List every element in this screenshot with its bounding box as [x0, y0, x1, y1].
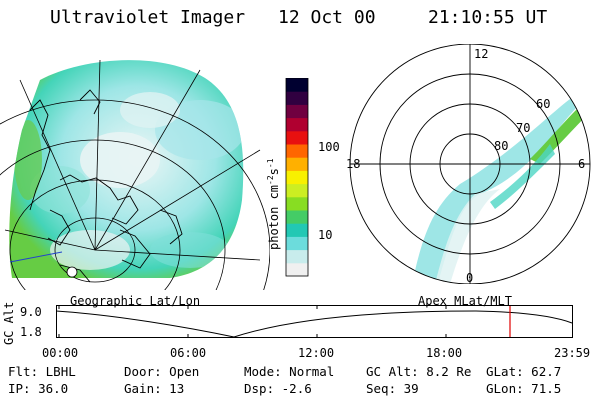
glat-value: 62.7	[531, 364, 562, 379]
colorbar	[285, 78, 309, 277]
coastline-outlines	[29, 89, 183, 283]
dsp-value: -2.6	[281, 381, 312, 396]
dsp-field: Dsp: -2.6	[244, 381, 312, 396]
altitude-xtick-0000: 00:00	[42, 346, 79, 360]
colorbar-stripe	[286, 144, 308, 158]
geo-panel-caption: Geographic Lat/Lon	[70, 294, 201, 308]
colorbar-label-exp: -2	[266, 175, 275, 185]
gc-alt-label: GC Alt:	[366, 364, 419, 379]
mlt-label-12: 12	[474, 47, 488, 61]
glon-value: 71.5	[531, 381, 562, 396]
gain-label: Gain:	[124, 381, 162, 396]
seq-field: Seq: 39	[366, 381, 419, 396]
colorbar-stripe	[286, 210, 308, 224]
altitude-xtick-2359: 23:59	[554, 346, 591, 360]
gc-alt-value: 8.2 Re	[426, 364, 472, 379]
gain-value: 13	[169, 381, 185, 396]
colorbar-stripe	[286, 104, 308, 119]
colorbar-stripe	[286, 196, 308, 211]
mode-field: Mode: Normal	[244, 364, 334, 379]
colorbar-label-unit: s	[267, 168, 281, 176]
altitude-ylabel: GC Alt	[2, 301, 16, 345]
mlat-label-60: 60	[536, 97, 550, 111]
altitude-plot-frame	[56, 305, 573, 338]
ip-label: IP:	[8, 381, 31, 396]
colorbar-gradient	[286, 78, 308, 277]
colorbar-tick-10: 10	[318, 228, 333, 242]
altitude-xtick-0600: 06:00	[170, 346, 207, 360]
colorbar-stripe	[286, 91, 308, 105]
colorbar-stripe	[286, 170, 308, 185]
glat-label: GLat:	[486, 364, 524, 379]
colorbar-stripe	[286, 130, 308, 145]
time-label: 21:10:55 UT	[428, 7, 548, 28]
colorbar-stripe	[286, 78, 308, 92]
colorbar-stripe	[286, 223, 308, 237]
dsp-label: Dsp:	[244, 381, 275, 396]
geo-emission-map	[9, 60, 244, 279]
flt-field: Flt: LBHL	[8, 364, 76, 379]
instrument-title: Ultraviolet Imager	[50, 7, 246, 28]
mlat-label-70: 70	[516, 121, 530, 135]
colorbar-label: photon cm-2s-1	[266, 158, 281, 250]
geo-track-line	[9, 251, 63, 263]
colorbar-stripe	[286, 236, 308, 251]
altitude-xtick-1200: 12:00	[298, 346, 335, 360]
colorbar-label-base: photon cm	[267, 184, 281, 250]
flt-value: LBHL	[45, 364, 76, 379]
glon-label: GLon:	[486, 381, 524, 396]
colorbar-stripe	[286, 117, 308, 132]
altitude-plot	[56, 305, 573, 338]
altitude-curve	[56, 310, 573, 338]
geographic-image-panel	[0, 59, 270, 290]
glon-field: GLon: 71.5	[486, 381, 561, 396]
door-label: Door:	[124, 364, 162, 379]
polar-mlat-mlt-plot: 12 18 6 0 60 70 80	[346, 44, 591, 284]
colorbar-stripe	[286, 183, 308, 198]
colorbar-stripe	[286, 157, 308, 171]
mlt-label-18: 18	[346, 157, 360, 171]
altitude-ytick-bottom: 1.8	[20, 325, 42, 339]
geo-grid	[0, 59, 270, 290]
door-field: Door: Open	[124, 364, 199, 379]
colorbar-label-unit-exp: -1	[266, 158, 275, 169]
polar-grid	[349, 44, 591, 284]
mlat-label-80: 80	[494, 139, 508, 153]
ip-value: 36.0	[38, 381, 69, 396]
seq-label: Seq:	[366, 381, 397, 396]
colorbar-stripe	[286, 249, 308, 264]
gain-field: Gain: 13	[124, 381, 184, 396]
glat-field: GLat: 62.7	[486, 364, 561, 379]
mode-value: Normal	[289, 364, 335, 379]
polar-panel-caption: Apex MLat/MLT	[418, 294, 512, 308]
mode-label: Mode:	[244, 364, 282, 379]
mlt-label-0: 0	[466, 271, 473, 284]
altitude-xtick-1800: 18:00	[426, 346, 463, 360]
gc-alt-field: GC Alt: 8.2 Re	[366, 364, 471, 379]
polar-emission-map	[410, 99, 590, 284]
flt-label: Flt:	[8, 364, 39, 379]
seq-value: 39	[403, 381, 419, 396]
ip-field: IP: 36.0	[8, 381, 68, 396]
altitude-ytick-top: 9.0	[20, 305, 42, 319]
colorbar-tick-100: 100	[318, 140, 340, 154]
date-label: 12 Oct 00	[278, 7, 376, 28]
mlt-label-6: 6	[578, 157, 585, 171]
sun-marker	[66, 266, 78, 278]
colorbar-stripe	[286, 262, 308, 277]
door-value: Open	[169, 364, 200, 379]
